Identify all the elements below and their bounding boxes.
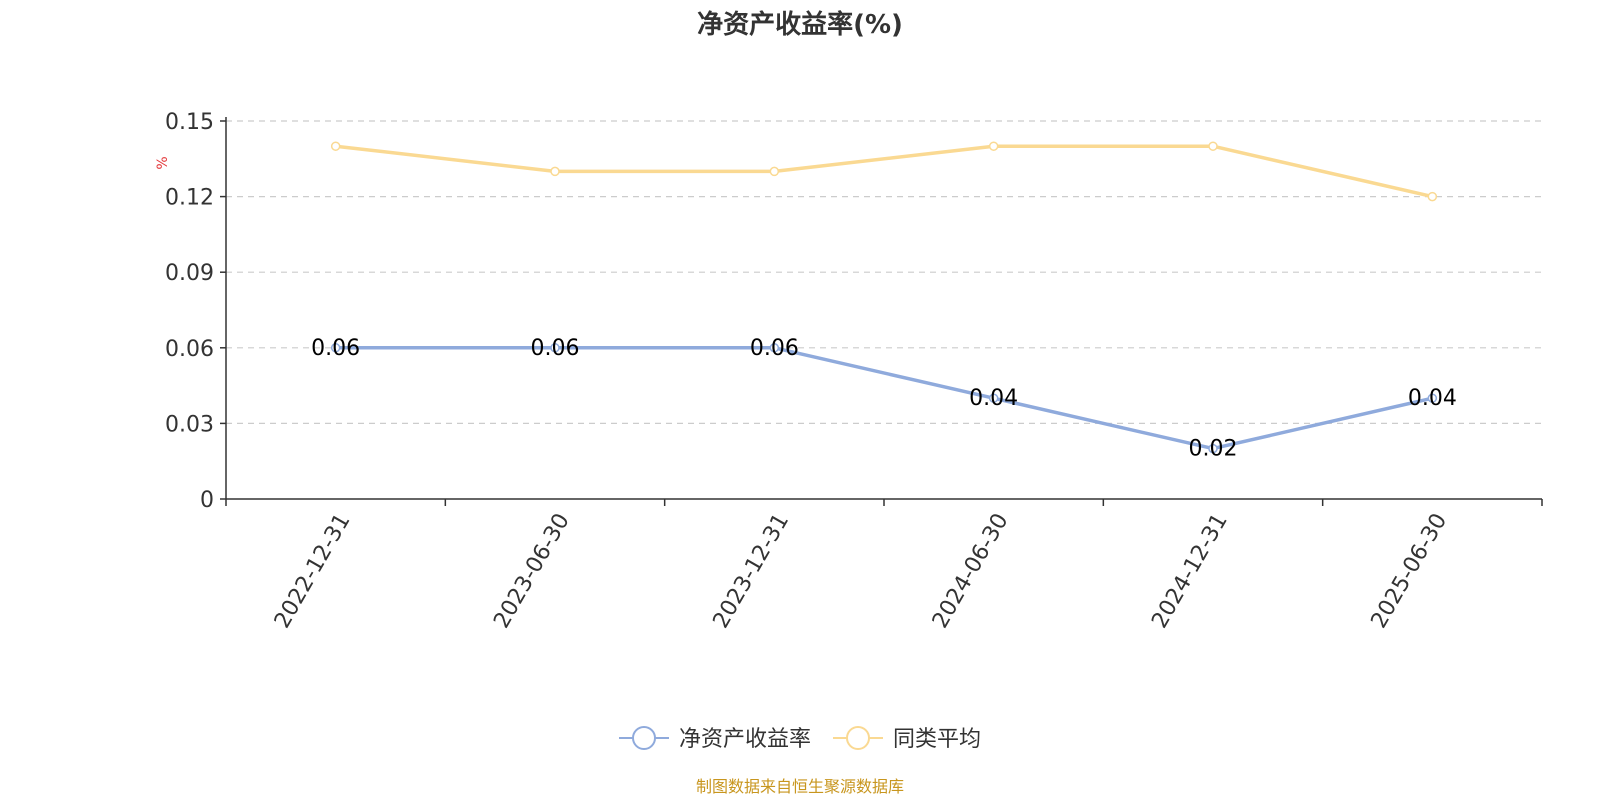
x-tick-label: 2024-12-31	[1147, 509, 1233, 632]
legend-label: 同类平均	[893, 727, 981, 752]
x-tick-label: 2024-06-30	[928, 509, 1014, 632]
data-point[interactable]	[550, 343, 560, 353]
x-tick-label: 2023-06-30	[489, 509, 575, 632]
data-point[interactable]	[330, 141, 341, 151]
legend-marker-icon	[846, 726, 870, 750]
legend-item[interactable]: 净资产收益率	[619, 726, 811, 752]
x-tick-label: 2025-06-30	[1367, 509, 1453, 632]
legend-item[interactable]: 同类平均	[833, 726, 981, 752]
series-lines	[330, 141, 1438, 454]
series-line	[335, 346, 1433, 451]
y-tick-label: 0.03	[165, 412, 214, 437]
axes: 0 0.03 0.06 0.09 0.12 0.15 2022-12-31 2023-06-3…	[165, 110, 1543, 633]
y-tick-label: 0	[200, 488, 214, 513]
y-tick-label: 0.06	[165, 337, 214, 362]
legend-marker-icon	[632, 726, 656, 750]
legend-label: 净资产收益率	[679, 727, 811, 752]
chart-title: 净资产收益率(%)	[697, 9, 903, 40]
y-axis-unit-label: %	[155, 156, 171, 169]
x-tick-label: 2022-12-31	[270, 509, 356, 632]
data-label: 0.06	[750, 336, 799, 361]
data-point[interactable]	[988, 393, 999, 403]
data-point[interactable]	[1208, 443, 1218, 454]
data-label: 0.04	[1408, 386, 1457, 411]
data-label: 0.06	[531, 336, 580, 361]
data-label: 0.06	[311, 336, 360, 361]
data-point[interactable]	[769, 343, 780, 353]
legend[interactable]: 净资产收益率 同类平均	[619, 726, 981, 752]
data-point[interactable]	[1208, 141, 1218, 151]
data-labels: 0.06 0.06 0.06 0.04 0.02 0.04	[311, 336, 1457, 462]
data-label: 0.02	[1189, 437, 1238, 462]
data-point[interactable]	[550, 166, 560, 177]
y-tick-label: 0.12	[165, 186, 214, 211]
data-point[interactable]	[988, 141, 999, 151]
data-point[interactable]	[330, 343, 341, 353]
x-tick-label: 2023-12-31	[709, 509, 795, 632]
data-point[interactable]	[769, 166, 780, 177]
grid-lines	[226, 120, 1542, 424]
data-point[interactable]	[1427, 191, 1438, 202]
data-label: 0.04	[969, 386, 1018, 411]
data-point[interactable]	[1427, 393, 1438, 403]
series-line	[335, 144, 1433, 199]
source-note: 制图数据来自恒生聚源数据库	[696, 777, 904, 796]
y-tick-label: 0.15	[165, 110, 214, 135]
y-tick-label: 0.09	[165, 261, 214, 286]
